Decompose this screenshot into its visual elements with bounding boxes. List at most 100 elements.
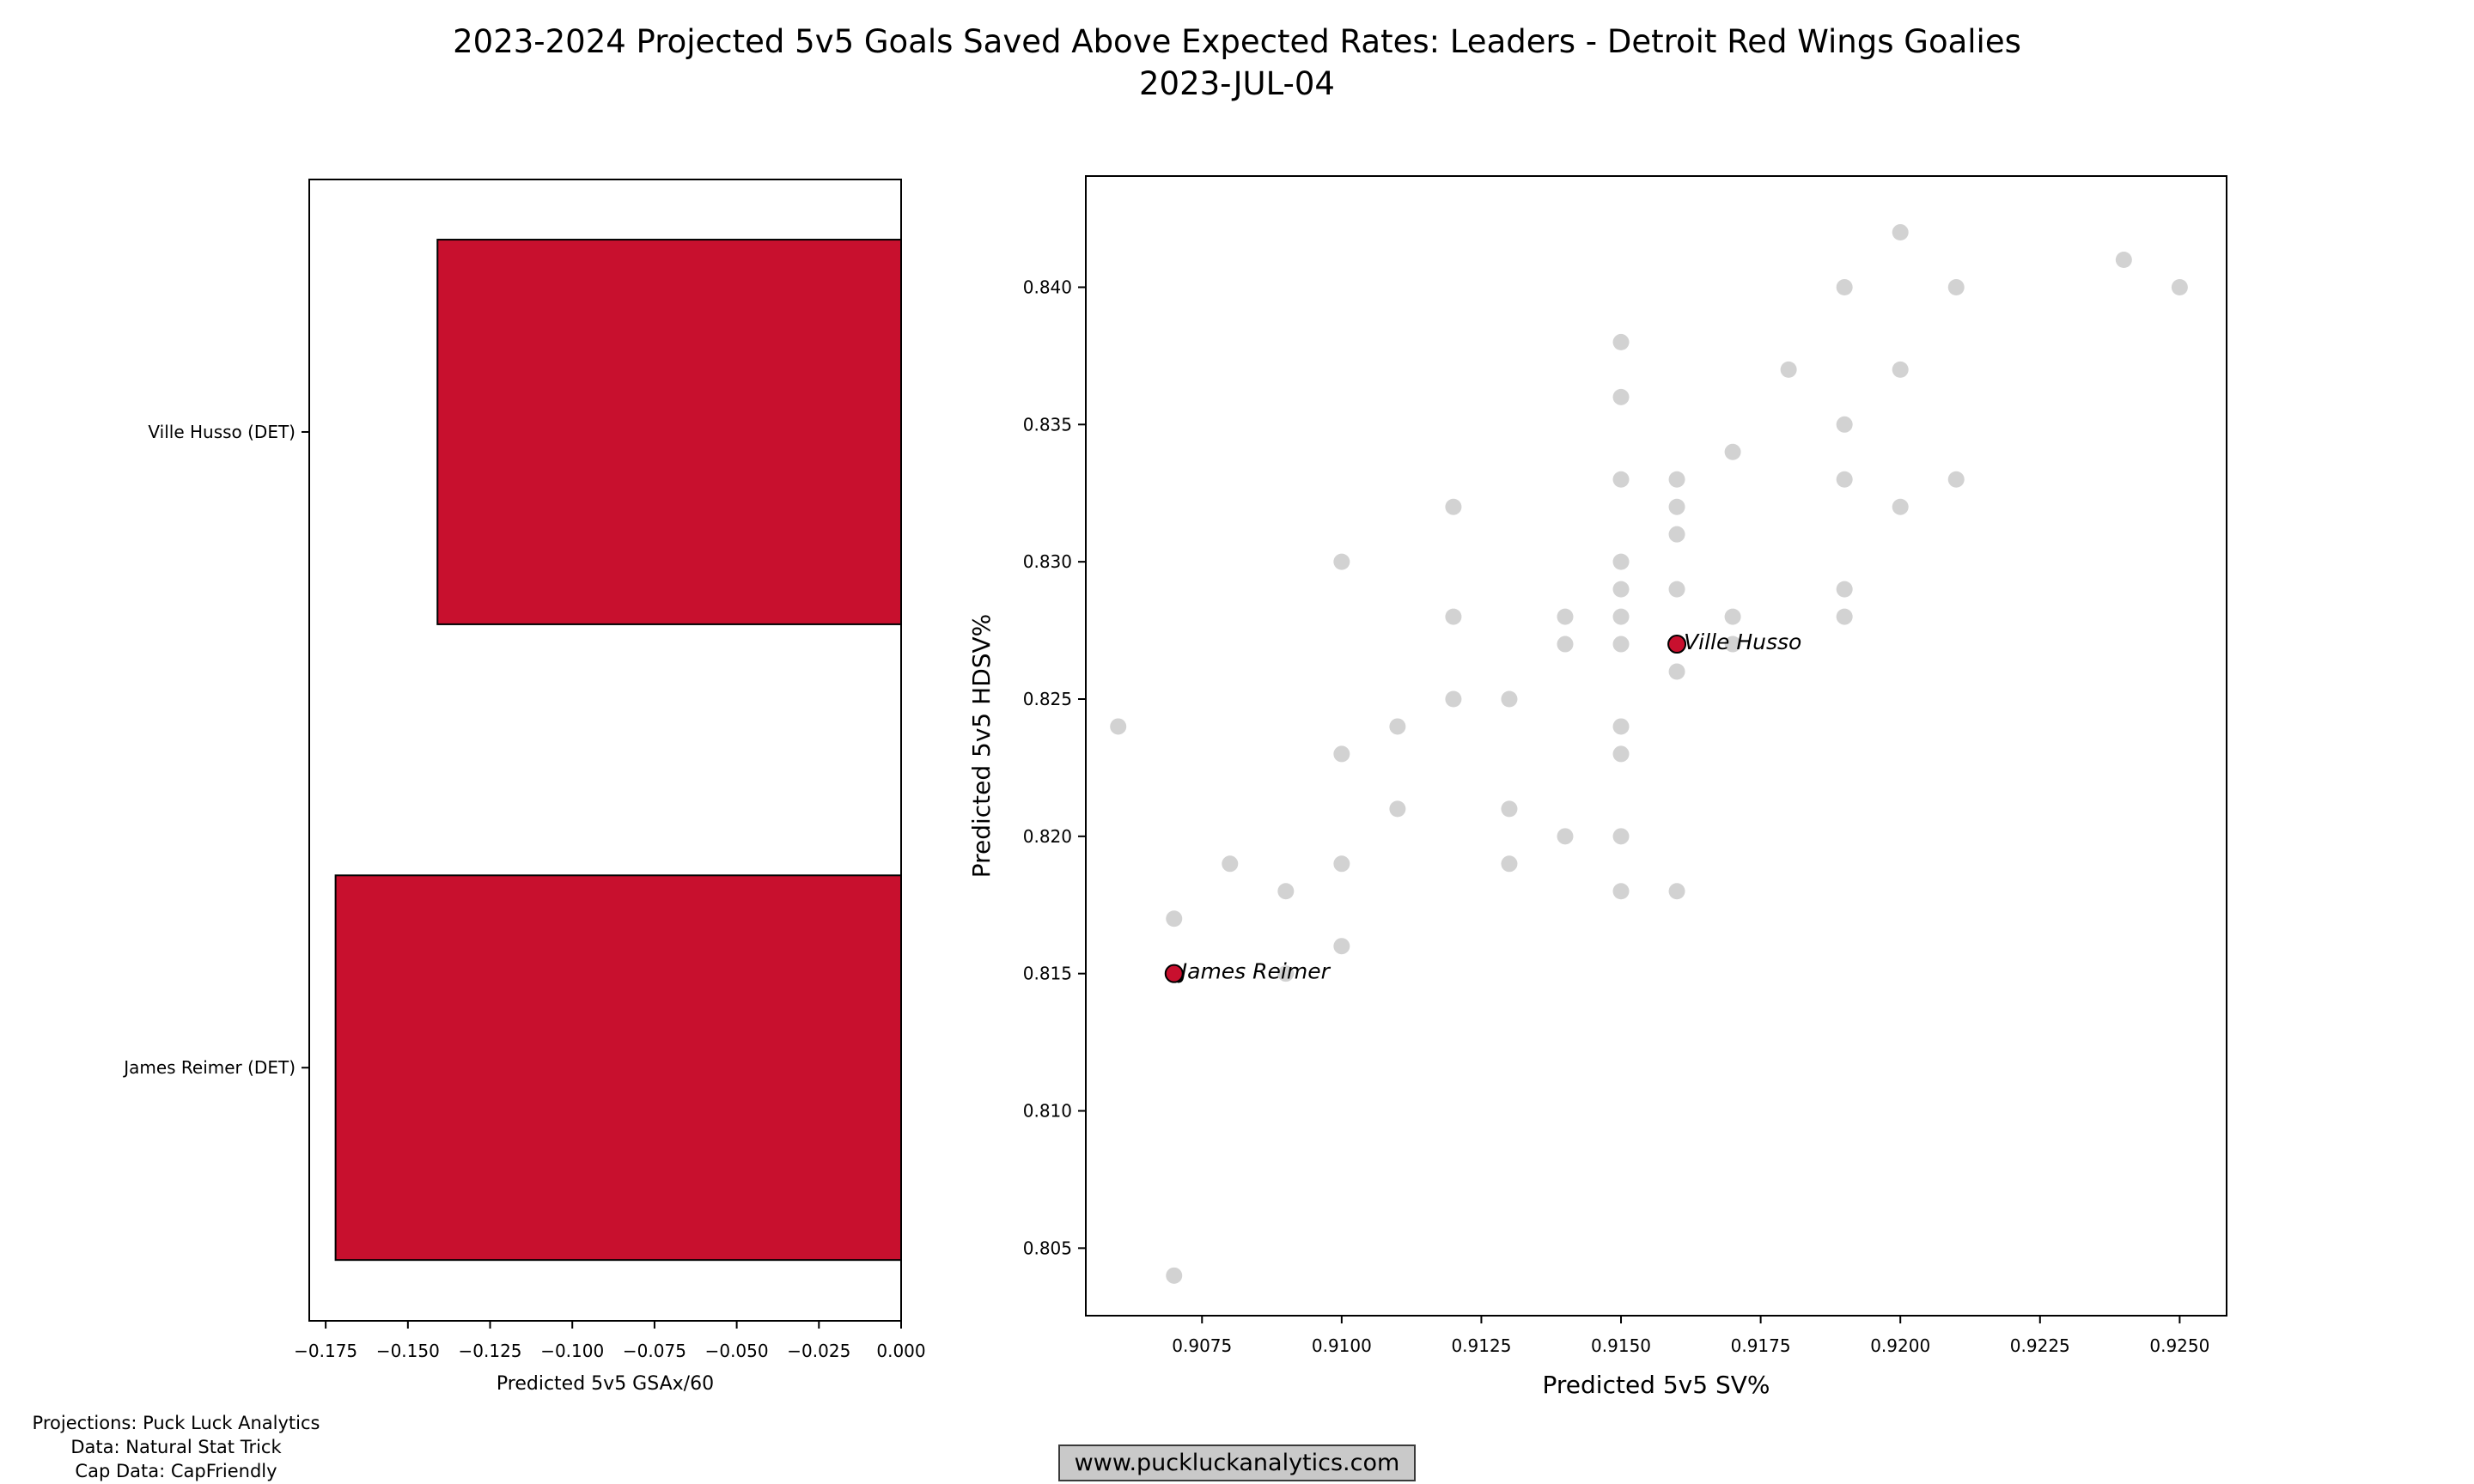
x-tick-label: 0.9100 xyxy=(1312,1335,1372,1356)
x-tick-label: −0.075 xyxy=(623,1341,686,1361)
credits-data-source: Data: Natural Stat Trick xyxy=(70,1437,282,1457)
scatter-point xyxy=(1333,938,1350,955)
scatter-yaxis-label: Predicted 5v5 HDSV% xyxy=(967,614,996,879)
scatter-point xyxy=(1668,526,1685,543)
figure-title-line2: 2023-JUL-04 xyxy=(1139,65,1335,102)
scatter-point xyxy=(1947,278,1965,295)
y-tick-label: 0.835 xyxy=(1023,414,1072,435)
scatter-point xyxy=(1557,828,1574,845)
website-badge: www.puckluckanalytics.com xyxy=(1058,1444,1416,1481)
y-tick-label: 0.805 xyxy=(1023,1238,1072,1258)
scatter-point xyxy=(1612,553,1630,570)
goalie-annotation: James Reimer xyxy=(1177,959,1331,984)
scatter-point xyxy=(1389,800,1406,818)
scatter-point xyxy=(1612,608,1630,625)
scatter-point xyxy=(1892,361,1909,378)
scatter-point xyxy=(1612,333,1630,350)
figure-title: 2023-2024 Projected 5v5 Goals Saved Abov… xyxy=(0,21,2474,105)
x-tick-label: 0.000 xyxy=(876,1341,925,1361)
scatter-point xyxy=(1612,828,1630,845)
scatter-point xyxy=(1892,498,1909,515)
x-tick-label: 0.9250 xyxy=(2149,1335,2209,1356)
scatter-point xyxy=(1222,855,1239,873)
scatter-point xyxy=(1557,636,1574,653)
x-tick-label: −0.125 xyxy=(459,1341,522,1361)
x-tick-label: −0.150 xyxy=(376,1341,440,1361)
scatter-point xyxy=(1277,883,1295,900)
credits-block: Projections: Puck Luck Analytics Data: N… xyxy=(26,1411,326,1483)
scatter-point xyxy=(1277,965,1295,982)
scatter-point xyxy=(1668,663,1685,680)
scatter-point xyxy=(2115,252,2132,269)
scatter-point xyxy=(1724,636,1741,653)
scatter-point xyxy=(1612,471,1630,488)
scatter-plot-frame xyxy=(1085,175,2227,1317)
scatter-point xyxy=(1724,608,1741,625)
bar-plot-frame xyxy=(308,179,902,1322)
x-tick-label: 0.9075 xyxy=(1172,1335,1232,1356)
website-url: www.puckluckanalytics.com xyxy=(1074,1450,1400,1476)
y-tick-label: 0.830 xyxy=(1023,551,1072,572)
scatter-point xyxy=(1501,800,1518,818)
scatter-point xyxy=(1333,745,1350,763)
gsax-bar xyxy=(436,239,902,625)
scatter-point xyxy=(1612,745,1630,763)
scatter-point xyxy=(1333,855,1350,873)
scatter-point xyxy=(1501,690,1518,708)
y-tick-label: 0.815 xyxy=(1023,964,1072,984)
goalie-annotation: Ville Husso xyxy=(1684,629,1801,654)
x-tick-label: 0.9225 xyxy=(2010,1335,2070,1356)
figure-title-line1: 2023-2024 Projected 5v5 Goals Saved Abov… xyxy=(453,23,2021,60)
y-tick-label: 0.820 xyxy=(1023,826,1072,847)
scatter-xaxis-label: Predicted 5v5 SV% xyxy=(1543,1371,1770,1399)
scatter-point xyxy=(1612,388,1630,405)
scatter-point xyxy=(1557,608,1574,625)
scatter-point xyxy=(1501,855,1518,873)
scatter-point xyxy=(1166,1267,1183,1284)
scatter-point xyxy=(1445,608,1462,625)
scatter-point xyxy=(1668,883,1685,900)
scatter-point xyxy=(1166,910,1183,928)
gsax-bar xyxy=(334,874,903,1262)
credits-cap-data: Cap Data: CapFriendly xyxy=(75,1461,277,1481)
y-tick-label: 0.840 xyxy=(1023,277,1072,297)
scatter-point xyxy=(1668,471,1685,488)
y-tick-label: 0.810 xyxy=(1023,1101,1072,1122)
scatter-point xyxy=(1445,498,1462,515)
scatter-point xyxy=(1836,471,1853,488)
scatter-point xyxy=(1836,608,1853,625)
x-tick-label: 0.9200 xyxy=(1870,1335,1930,1356)
bar-xaxis-label: Predicted 5v5 GSAx/60 xyxy=(497,1373,714,1395)
scatter-point xyxy=(1333,553,1350,570)
x-tick-label: −0.050 xyxy=(705,1341,769,1361)
scatter-point xyxy=(1389,718,1406,735)
x-tick-label: 0.9125 xyxy=(1451,1335,1511,1356)
x-tick-label: −0.100 xyxy=(540,1341,604,1361)
scatter-point xyxy=(1836,416,1853,433)
scatter-point xyxy=(1612,718,1630,735)
scatter-point xyxy=(1445,690,1462,708)
category-label: Ville Husso (DET) xyxy=(148,422,296,442)
category-label: James Reimer (DET) xyxy=(122,1057,296,1078)
scatter-point xyxy=(1724,443,1741,460)
x-tick-label: −0.025 xyxy=(787,1341,850,1361)
scatter-point xyxy=(1668,581,1685,598)
scatter-point xyxy=(2171,278,2188,295)
scatter-point xyxy=(1892,224,1909,241)
x-tick-label: 0.9175 xyxy=(1731,1335,1791,1356)
scatter-point xyxy=(1612,581,1630,598)
scatter-point xyxy=(1668,498,1685,515)
scatter-point xyxy=(1780,361,1797,378)
scatter-point xyxy=(1612,883,1630,900)
highlight-point xyxy=(1164,964,1184,983)
credits-projections: Projections: Puck Luck Analytics xyxy=(32,1413,320,1433)
x-tick-label: 0.9150 xyxy=(1591,1335,1651,1356)
scatter-point xyxy=(1836,278,1853,295)
scatter-point xyxy=(1612,636,1630,653)
highlight-point xyxy=(1667,635,1687,654)
x-tick-label: −0.175 xyxy=(294,1341,357,1361)
scatter-point xyxy=(1947,471,1965,488)
y-tick-label: 0.825 xyxy=(1023,689,1072,709)
